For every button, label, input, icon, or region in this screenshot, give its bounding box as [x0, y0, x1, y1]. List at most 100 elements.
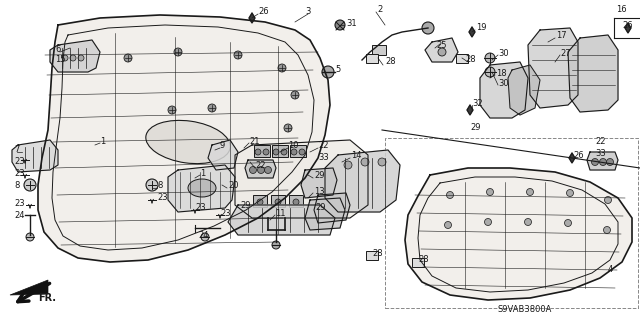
Circle shape: [284, 124, 292, 132]
Text: 26: 26: [258, 8, 269, 17]
Circle shape: [445, 221, 451, 228]
Polygon shape: [325, 150, 400, 212]
Text: 24: 24: [198, 231, 209, 240]
Circle shape: [447, 191, 454, 198]
Circle shape: [208, 104, 216, 112]
Polygon shape: [625, 23, 631, 33]
Circle shape: [78, 55, 84, 61]
Polygon shape: [528, 28, 578, 108]
Text: 23: 23: [14, 198, 24, 207]
Text: 17: 17: [556, 32, 566, 41]
Circle shape: [299, 149, 305, 155]
Text: FR.: FR.: [38, 293, 56, 303]
Circle shape: [281, 149, 287, 155]
Text: 32: 32: [472, 99, 483, 108]
Circle shape: [486, 189, 493, 196]
Text: 2: 2: [377, 5, 382, 14]
Circle shape: [250, 167, 257, 174]
Circle shape: [257, 167, 264, 174]
Text: 31: 31: [346, 19, 356, 27]
Text: 29: 29: [470, 123, 481, 132]
Circle shape: [591, 159, 598, 166]
Circle shape: [361, 158, 369, 166]
Text: 29: 29: [240, 202, 250, 211]
Text: 28: 28: [385, 57, 396, 66]
Text: 28: 28: [372, 249, 383, 257]
Text: 8: 8: [14, 182, 19, 190]
Polygon shape: [305, 198, 345, 230]
Text: 23: 23: [157, 194, 168, 203]
Bar: [366, 54, 378, 63]
Circle shape: [525, 219, 531, 226]
Text: 14: 14: [351, 152, 362, 160]
Circle shape: [335, 20, 345, 30]
Text: 26: 26: [573, 152, 584, 160]
Text: 10: 10: [288, 142, 298, 151]
Text: 20: 20: [228, 182, 239, 190]
Text: 1: 1: [200, 168, 205, 177]
Ellipse shape: [146, 120, 230, 164]
Circle shape: [124, 54, 132, 62]
Polygon shape: [12, 140, 58, 172]
Circle shape: [422, 22, 434, 34]
Text: 21: 21: [249, 137, 259, 145]
Circle shape: [272, 241, 280, 249]
Circle shape: [604, 226, 611, 234]
Circle shape: [146, 179, 158, 191]
Polygon shape: [467, 105, 473, 115]
Text: 3: 3: [305, 8, 310, 17]
Text: 23: 23: [220, 209, 230, 218]
Polygon shape: [50, 40, 100, 72]
Circle shape: [26, 233, 34, 241]
Polygon shape: [10, 280, 48, 295]
Text: 7: 7: [14, 145, 19, 154]
Text: 23: 23: [14, 157, 24, 166]
Text: 27: 27: [560, 48, 571, 57]
Text: 23: 23: [195, 204, 205, 212]
Circle shape: [264, 167, 271, 174]
Bar: [254, 145, 270, 157]
Polygon shape: [587, 152, 618, 170]
Polygon shape: [301, 168, 337, 198]
Text: 30: 30: [498, 48, 509, 57]
Text: 22: 22: [595, 137, 605, 145]
Text: S9VAB3800A: S9VAB3800A: [498, 306, 552, 315]
Text: 16: 16: [616, 5, 627, 14]
Circle shape: [344, 161, 352, 169]
Bar: [271, 195, 285, 207]
Polygon shape: [568, 35, 618, 112]
Text: 8: 8: [157, 182, 163, 190]
Circle shape: [275, 199, 281, 205]
Text: 29: 29: [314, 172, 324, 181]
Circle shape: [564, 219, 572, 226]
Polygon shape: [425, 38, 458, 62]
Circle shape: [234, 51, 242, 59]
Text: 33: 33: [595, 149, 605, 158]
Circle shape: [291, 149, 297, 155]
Circle shape: [291, 91, 299, 99]
Polygon shape: [245, 160, 276, 178]
Circle shape: [201, 233, 209, 241]
Bar: [272, 145, 288, 157]
Text: 6: 6: [55, 46, 60, 55]
Text: 23: 23: [14, 168, 24, 177]
Circle shape: [273, 149, 279, 155]
Circle shape: [607, 159, 614, 166]
Text: 33: 33: [318, 153, 329, 162]
Text: 30: 30: [498, 78, 509, 87]
Text: 1: 1: [100, 137, 105, 145]
Circle shape: [62, 55, 68, 61]
Text: 26: 26: [622, 20, 632, 29]
Text: 15: 15: [55, 56, 65, 64]
Text: 4: 4: [608, 265, 613, 275]
Circle shape: [484, 219, 492, 226]
Polygon shape: [38, 15, 330, 262]
Text: 22: 22: [255, 161, 266, 170]
Bar: [372, 45, 386, 55]
Bar: [289, 195, 303, 207]
Circle shape: [322, 66, 334, 78]
Bar: [253, 195, 267, 207]
Polygon shape: [228, 205, 335, 235]
Circle shape: [70, 55, 76, 61]
Polygon shape: [480, 62, 528, 118]
